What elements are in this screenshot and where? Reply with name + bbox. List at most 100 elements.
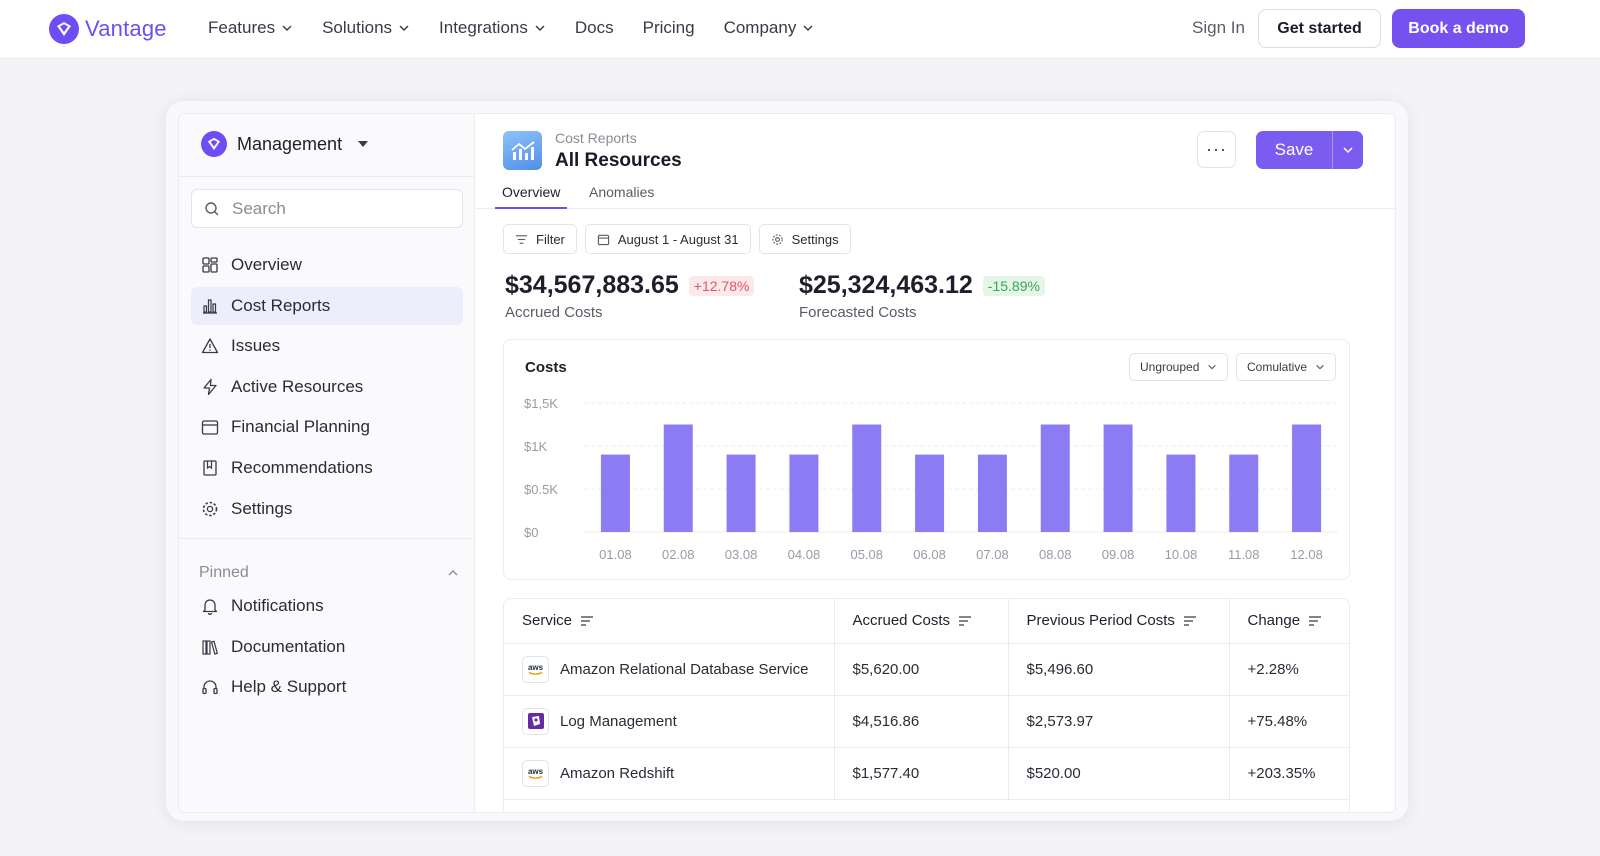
tab-overview[interactable]: Overview (495, 184, 568, 209)
y-tick-label: $0.5K (524, 482, 558, 497)
bar-12.08[interactable] (1292, 424, 1322, 533)
grouping-select[interactable]: Ungrouped (1129, 353, 1229, 381)
cost-report-icon (503, 131, 542, 170)
bar-10.08[interactable] (1166, 454, 1196, 532)
x-tick-label: 12.08 (1290, 547, 1323, 562)
nav-item-pricing[interactable]: Pricing (643, 18, 695, 38)
sidebar-item-settings[interactable]: Settings (191, 490, 463, 528)
get-started-button[interactable]: Get started (1258, 9, 1381, 48)
nav-item-label: Company (723, 18, 797, 37)
accrued-cost-cell: $5,620.00 (834, 643, 1009, 696)
report-settings-button[interactable]: Settings (758, 224, 851, 254)
warning-icon (201, 338, 219, 354)
pinned-section-header[interactable]: Pinned (199, 564, 459, 582)
nav-item-company[interactable]: Company (724, 18, 815, 38)
aggregation-select[interactable]: Comulative (1236, 353, 1337, 381)
bar-05.08[interactable] (852, 424, 882, 533)
search-box[interactable] (191, 189, 463, 228)
sign-in-link[interactable]: Sign In (1192, 18, 1245, 37)
bar-04.08[interactable] (789, 454, 819, 532)
save-button[interactable]: Save (1256, 131, 1363, 169)
bar-11.08[interactable] (1229, 454, 1259, 532)
bell-icon (202, 599, 218, 615)
bar-01.08[interactable] (600, 454, 630, 532)
table-row[interactable]: Log Management $4,516.86 $2,573.97 +75.48% (504, 695, 1349, 748)
page-title: All Resources (555, 150, 682, 171)
pinned-item-notifications[interactable]: Notifications (191, 587, 463, 625)
sidebar-item-issues[interactable]: Issues (191, 327, 463, 365)
sidebar-item-overview[interactable]: Overview (191, 246, 463, 284)
chart-title: Costs (525, 359, 567, 376)
costs-chart-card: $0 $0.5K $1K $1,5K 01.08 02.08 03.08 04.08 05.08… (503, 339, 1350, 580)
aws-icon: aws (522, 759, 549, 787)
chevron-up-icon[interactable] (447, 567, 459, 579)
x-tick-label: 08.08 (1039, 547, 1072, 562)
sidebar-item-recommendations[interactable]: Recommendations (191, 449, 463, 487)
save-options-dropdown[interactable] (1333, 144, 1363, 156)
sidebar-item-label: Active Resources (231, 376, 364, 396)
sort-icon[interactable] (580, 615, 594, 627)
bar-08.08[interactable] (1040, 424, 1070, 533)
nav-item-docs[interactable]: Docs (575, 18, 614, 38)
bar-02.08[interactable] (663, 424, 693, 533)
accrued-costs-metric: $34,567,883.65 +12.78% Accrued Costs (505, 271, 755, 321)
sidebar-item-financial-planning[interactable]: Financial Planning (191, 408, 463, 446)
nav-item-solutions[interactable]: Solutions (322, 18, 410, 38)
x-tick-label: 05.08 (850, 547, 883, 562)
accrued-change-badge: +12.78% (688, 275, 755, 296)
accrued-costs-label: Accrued Costs (505, 304, 603, 321)
vantage-logo[interactable]: Vantage (49, 14, 167, 44)
search-input[interactable] (232, 198, 432, 219)
sidebar-item-label: Recommendations (231, 458, 373, 477)
column-header-previous-period-costs[interactable]: Previous Period Costs (1008, 599, 1230, 644)
filter-button[interactable]: Filter (503, 224, 577, 254)
chevron-down-icon (1208, 364, 1217, 370)
service-cell: Log Management (504, 695, 835, 748)
bar-06.08[interactable] (915, 454, 945, 532)
nav-item-integrations[interactable]: Integrations (439, 18, 546, 38)
book-demo-button[interactable]: Book a demo (1392, 9, 1525, 48)
pinned-label: Pinned (199, 564, 249, 581)
sidebar-item-active-resources[interactable]: Active Resources (191, 368, 463, 406)
bar-03.08[interactable] (726, 454, 756, 532)
table-row[interactable]: aws Amazon Redshift $1,577.40 $520.00 +203.3… (504, 747, 1349, 800)
breadcrumb[interactable]: Cost Reports (555, 130, 637, 146)
headset-icon (202, 680, 218, 695)
column-header-service[interactable]: Service (504, 599, 835, 644)
vantage-logo-icon (49, 14, 79, 44)
sort-icon[interactable] (1183, 615, 1197, 627)
chevron-down-icon (1343, 147, 1353, 154)
workspace-switcher[interactable]: Management (201, 131, 369, 157)
x-tick-label: 03.08 (725, 547, 758, 562)
column-header-content: Previous Period Costs (1027, 612, 1229, 629)
pinned-item-label: Documentation (231, 636, 346, 656)
bar-09.08[interactable] (1103, 424, 1133, 533)
previous-cost-cell: $520.00 (1008, 747, 1230, 800)
filter-label: Filter (536, 231, 565, 247)
more-options-button[interactable]: ··· (1197, 131, 1236, 168)
x-tick-label: 04.08 (788, 547, 821, 562)
calendar-icon (597, 234, 610, 245)
app-window: Management Overview Cost Reports Issues Act… (178, 113, 1396, 813)
pinned-item-help-support[interactable]: Help & Support (191, 668, 463, 706)
chevron-down-icon (1316, 364, 1324, 370)
filter-icon (515, 234, 528, 244)
nav-item-features[interactable]: Features (208, 18, 293, 38)
services-table: Service Accrued Costs Previous Period Cost… (504, 599, 1350, 800)
date-range-label: August 1 - August 31 (617, 231, 739, 247)
sidebar-item-cost-reports[interactable]: Cost Reports (191, 286, 463, 325)
sort-icon[interactable] (958, 615, 972, 627)
pinned-item-documentation[interactable]: Documentation (191, 628, 463, 666)
bar-07.08[interactable] (977, 454, 1007, 532)
column-header-label: Accrued Costs (852, 612, 951, 630)
service-info: aws Amazon Relational Database Service (522, 655, 834, 683)
column-header-content: Change (1248, 612, 1350, 629)
date-range-picker[interactable]: August 1 - August 31 (584, 224, 751, 254)
column-header-accrued-costs[interactable]: Accrued Costs (834, 599, 1009, 644)
settings-label: Settings (791, 231, 839, 247)
column-header-change[interactable]: Change (1229, 599, 1350, 644)
divider (1332, 131, 1333, 169)
table-row[interactable]: aws Amazon Relational Database Service $5,… (504, 643, 1349, 696)
sort-icon[interactable] (1308, 615, 1322, 627)
tab-anomalies[interactable]: Anomalies (589, 184, 655, 200)
